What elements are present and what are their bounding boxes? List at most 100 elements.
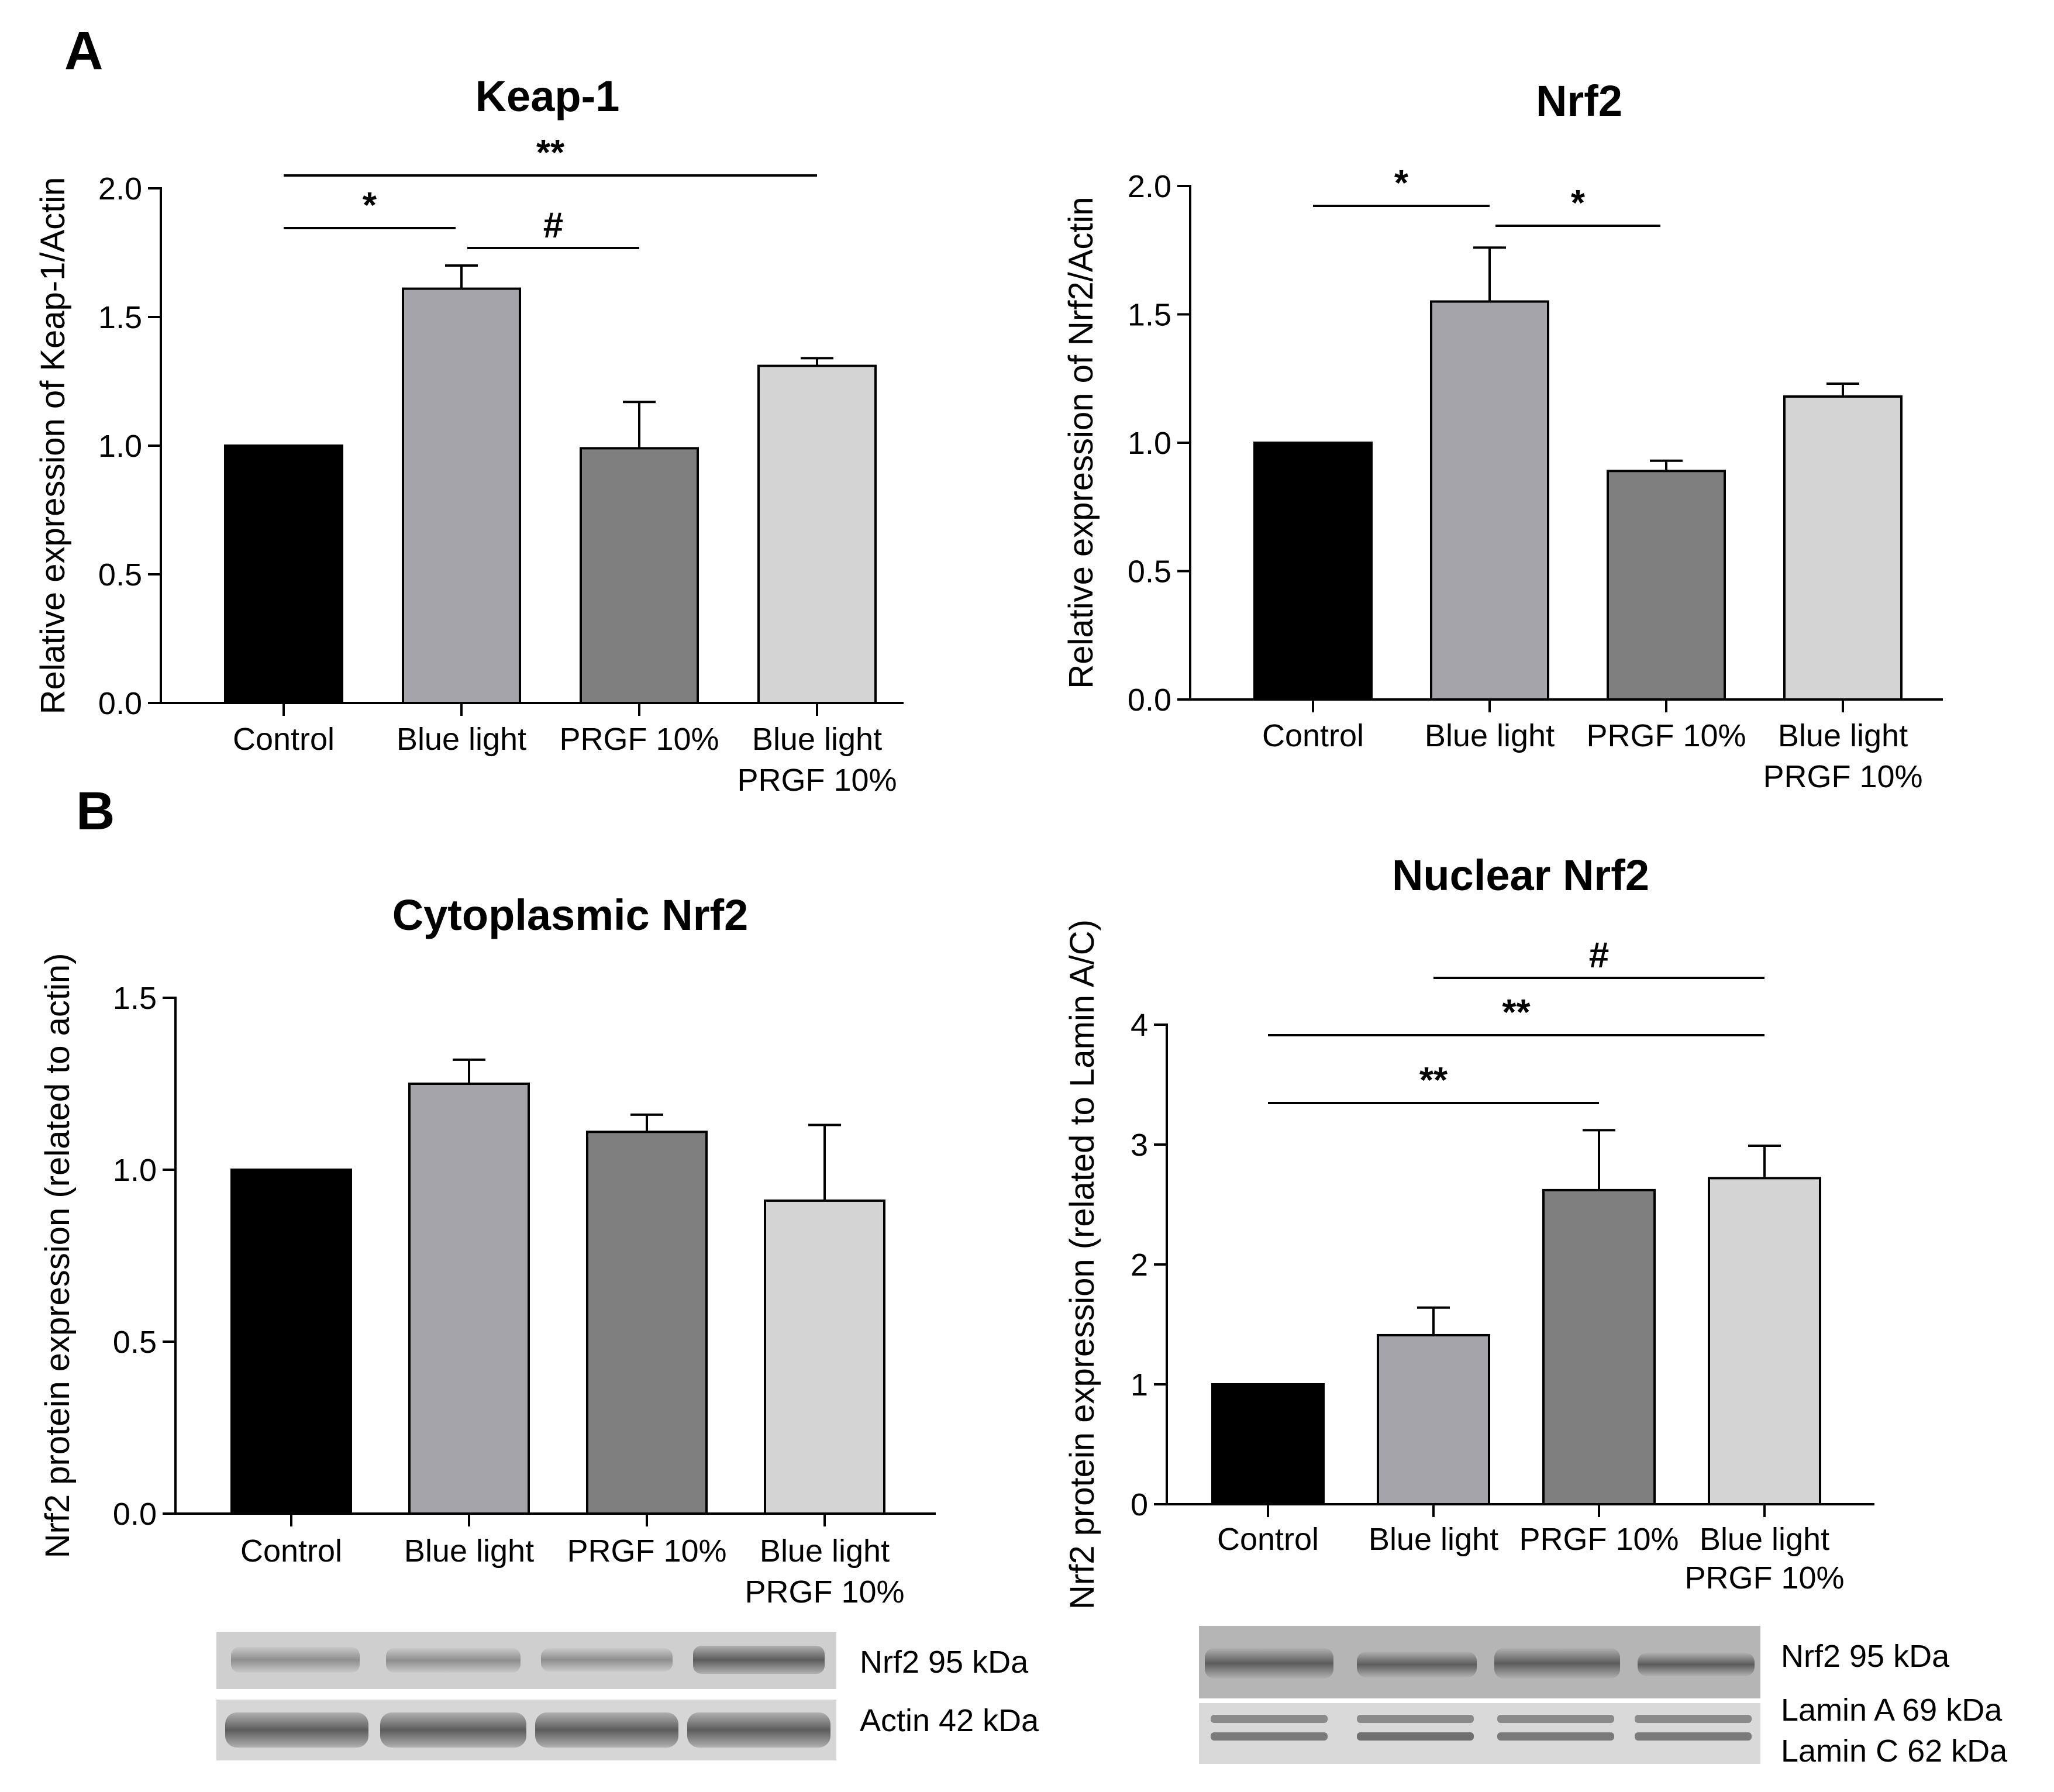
bar	[402, 287, 521, 705]
chart-title: Nuclear Nrf2	[1392, 851, 1649, 900]
chart-cytoplasmic-nrf2: Cytoplasmic Nrf2 Nrf2 protein expression …	[39, 891, 936, 1610]
significance-label: **	[536, 133, 565, 173]
y-tick-label: 0.0	[98, 686, 142, 721]
bar	[1783, 395, 1903, 701]
blot-band	[541, 1648, 673, 1672]
y-tick-label: 1.5	[113, 981, 157, 1016]
x-tick-label: PRGF 10%	[1684, 1560, 1844, 1595]
blot-left-nrf2	[216, 1632, 836, 1689]
significance-label: *	[363, 185, 377, 226]
blot-band	[1205, 1648, 1333, 1679]
panel-letter-b: B	[76, 781, 115, 841]
y-tick-label: 0.0	[1128, 683, 1171, 718]
blot-right-bottom-label-1: Lamin A 69 kDa	[1781, 1693, 2003, 1728]
bar	[1607, 470, 1726, 701]
y-tick-label: 2.0	[98, 171, 142, 206]
x-tick-label: Blue light	[397, 722, 526, 757]
panel-letter-a: A	[64, 21, 103, 81]
blot-left-bottom-label: Actin 42 kDa	[860, 1703, 1039, 1738]
blot-left-top-label: Nrf2 95 kDa	[860, 1645, 1029, 1680]
x-tick-label: PRGF 10%	[737, 763, 897, 798]
blot-right-top-label: Nrf2 95 kDa	[1781, 1639, 1950, 1674]
blot-left-actin	[216, 1700, 836, 1760]
y-tick-label: 1.5	[98, 300, 142, 335]
significance-label: *	[1571, 183, 1586, 223]
significance-label: #	[1589, 935, 1609, 976]
blot-band	[1635, 1732, 1752, 1741]
blot-band	[231, 1647, 360, 1673]
bar	[1211, 1383, 1325, 1505]
y-tick-label: 0.5	[113, 1325, 157, 1360]
y-axis-title: Nrf2 protein expression (related to Lami…	[1063, 919, 1101, 1610]
bar	[757, 364, 877, 704]
x-tick-label: Blue light	[752, 722, 882, 757]
blot-band	[1497, 1732, 1614, 1741]
bar	[1253, 442, 1373, 701]
y-axis-title: Relative expression of Keap-1/Actin	[34, 177, 72, 715]
x-tick-label: Blue light	[1700, 1522, 1829, 1557]
significance-label: #	[543, 205, 563, 246]
blot-right-lamin	[1199, 1703, 1760, 1764]
blot-band	[687, 1712, 830, 1748]
significance-label: *	[1394, 163, 1409, 204]
x-tick-label: PRGF 10%	[559, 722, 719, 757]
blot-band	[386, 1648, 521, 1673]
blot-band	[1635, 1715, 1752, 1723]
bar	[1430, 300, 1549, 701]
y-tick-label: 0.5	[1128, 554, 1171, 590]
y-tick-label: 1	[1131, 1367, 1148, 1402]
y-tick-label: 3	[1131, 1128, 1148, 1163]
y-tick-label: 2.0	[1128, 169, 1171, 204]
chart-title: Keap-1	[475, 72, 620, 120]
x-tick-label: Control	[1262, 718, 1364, 753]
x-tick-label: Control	[1217, 1522, 1319, 1557]
y-tick-label: 0.0	[113, 1497, 157, 1532]
y-tick-label: 1.5	[1128, 298, 1171, 333]
x-tick-label: Control	[233, 722, 335, 757]
blot-band	[535, 1712, 678, 1748]
y-tick-label: 1.0	[1128, 426, 1171, 461]
bar	[1542, 1188, 1656, 1505]
blot-band	[693, 1646, 825, 1674]
chart-keap1: Keap-1 Relative expression of Keap-1/Acti…	[34, 72, 904, 798]
x-tick-label: PRGF 10%	[1763, 759, 1922, 794]
blot-band	[1357, 1652, 1477, 1677]
bar	[230, 1169, 352, 1515]
blot-band	[380, 1712, 526, 1748]
y-axis-title: Nrf2 protein expression (related to acti…	[39, 953, 77, 1559]
x-tick-label: PRGF 10%	[1586, 718, 1746, 753]
y-axis-title: Relative expression of Nrf2/Actin	[1062, 197, 1100, 688]
blot-band	[225, 1712, 368, 1748]
bar	[1708, 1177, 1821, 1505]
x-tick-label: Blue light	[760, 1533, 890, 1569]
chart-nrf2: Nrf2 Relative expression of Nrf2/Actin 0.0…	[1062, 77, 1943, 794]
blot-band	[1211, 1715, 1328, 1723]
blot-band	[1494, 1648, 1620, 1679]
significance-label: **	[1502, 993, 1531, 1033]
bar	[586, 1131, 708, 1515]
x-tick-label: Blue light	[1778, 718, 1908, 753]
y-tick-label: 4	[1131, 1008, 1148, 1043]
x-tick-label: Blue light	[1425, 718, 1555, 753]
blot-band	[1357, 1715, 1474, 1723]
x-tick-label: Control	[240, 1533, 342, 1569]
significance-label: **	[1419, 1060, 1448, 1101]
y-tick-label: 1.0	[113, 1153, 157, 1188]
x-tick-label: PRGF 10%	[745, 1574, 904, 1610]
blot-band	[1638, 1653, 1755, 1676]
y-tick-label: 0	[1131, 1487, 1148, 1522]
bar	[408, 1083, 530, 1515]
x-tick-label: Blue light	[404, 1533, 534, 1569]
y-tick-label: 2	[1131, 1247, 1148, 1283]
bar	[580, 447, 699, 705]
x-tick-label: PRGF 10%	[1519, 1522, 1679, 1557]
blot-band	[1357, 1732, 1474, 1741]
blot-right-nrf2	[1199, 1626, 1760, 1698]
chart-title: Nrf2	[1536, 77, 1622, 125]
blot-right-bottom-label-2: Lamin C 62 kDa	[1781, 1734, 2008, 1769]
chart-nuclear-nrf2: Nuclear Nrf2 Nrf2 protein expression (rel…	[1063, 851, 1874, 1610]
blot-band	[1211, 1732, 1328, 1741]
y-tick-label: 0.5	[98, 557, 142, 592]
x-tick-label: PRGF 10%	[567, 1533, 726, 1569]
bar	[224, 444, 343, 704]
